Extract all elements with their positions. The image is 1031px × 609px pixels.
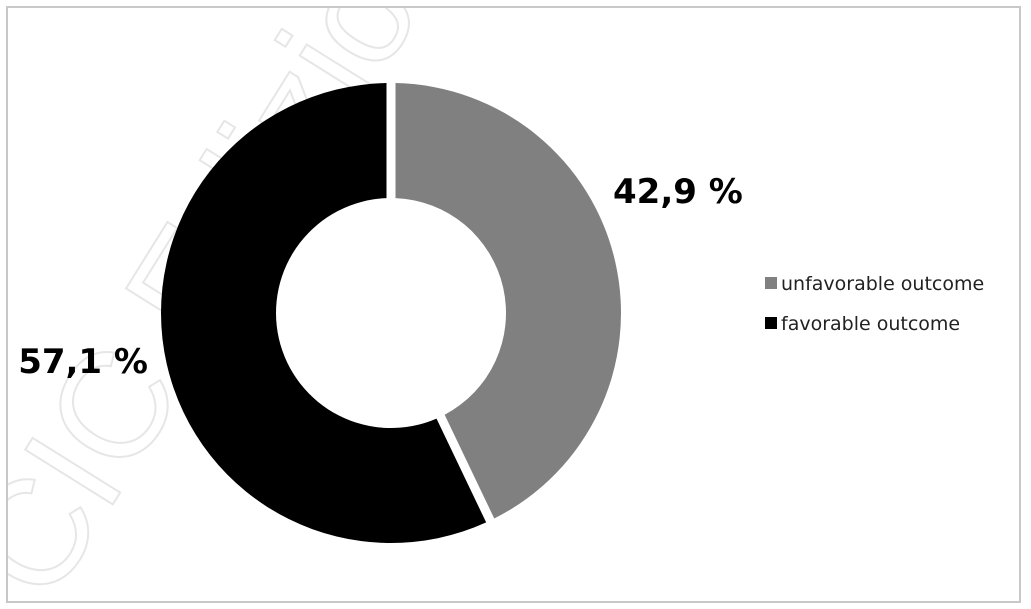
legend-label-favorable-outcome: favorable outcome xyxy=(781,313,960,335)
chart-area: CIC Edizioni Internazionali 42,9 %57,1 %… xyxy=(6,6,1021,603)
slice-unfavorable-outcome xyxy=(395,83,621,519)
slice-favorable-outcome xyxy=(160,83,487,544)
legend: unfavorable outcome favorable outcome xyxy=(765,273,984,335)
data-labels: 42,9 % 57,1 % xyxy=(18,172,743,382)
data-label-favorable-outcome: 57,1 % xyxy=(18,342,148,382)
data-label-unfavorable-outcome: 42,9 % xyxy=(613,172,743,212)
donut-chart: CIC Edizioni Internazionali 42,9 %57,1 %… xyxy=(8,8,1008,601)
slices xyxy=(160,83,621,544)
legend-swatch-favorable-outcome xyxy=(765,317,777,329)
legend-label-unfavorable-outcome: unfavorable outcome xyxy=(781,273,984,295)
legend-swatch-unfavorable-outcome xyxy=(765,277,777,289)
